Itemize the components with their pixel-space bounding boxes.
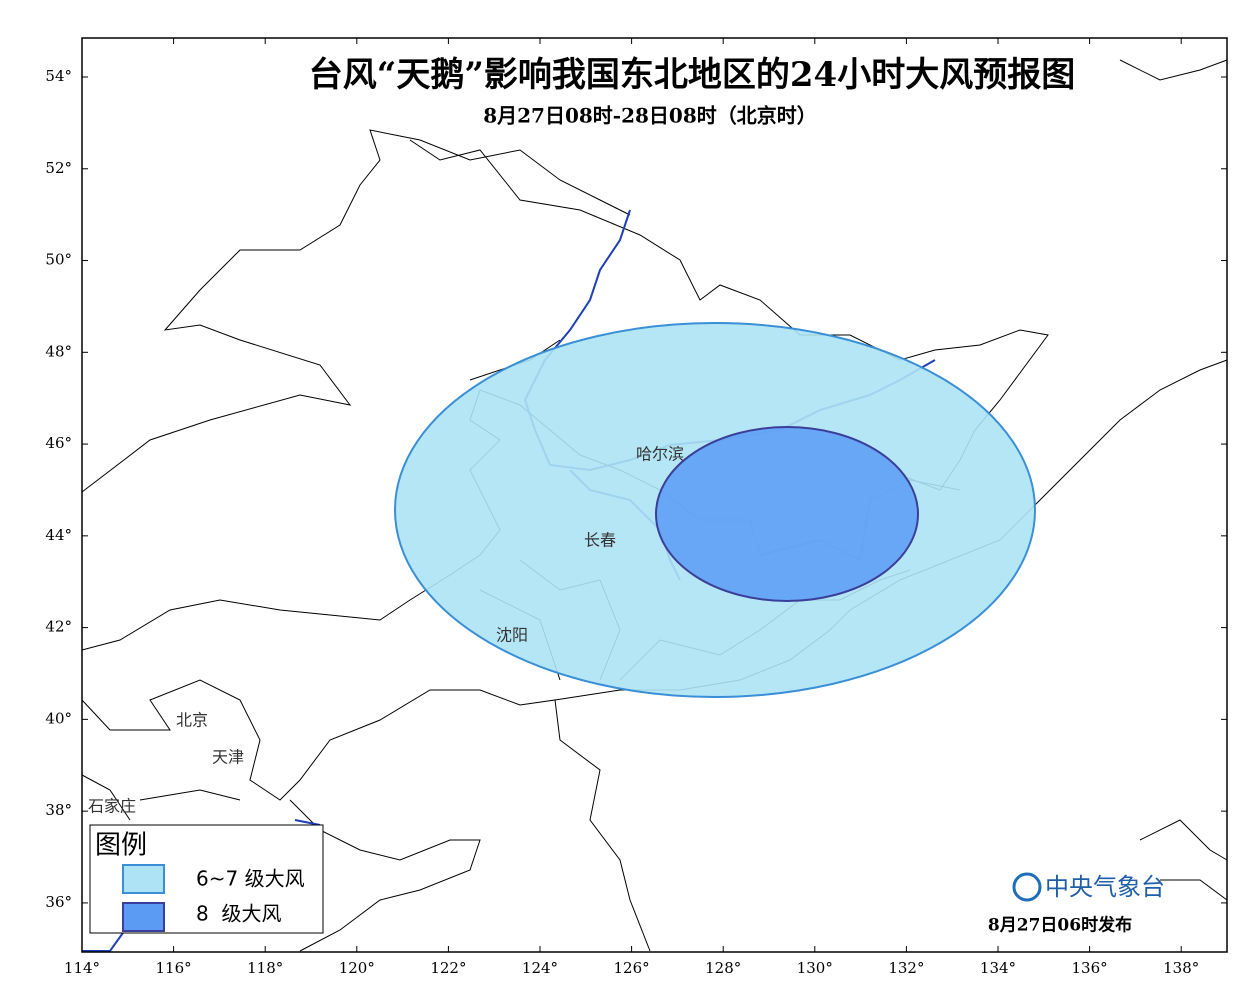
city-label: 北京: [176, 711, 208, 730]
zone-8: [655, 426, 919, 602]
legend-label: 8 级大风: [196, 902, 281, 926]
y-tick-label: 46°: [45, 434, 72, 452]
axis-ticks: 114° 116° 118° 120° 122° 124° 126° 128° 130° 132°…: [45, 38, 1227, 977]
x-tick-label: 126°: [614, 959, 650, 977]
city-label: 天津: [212, 748, 244, 767]
legend-swatch: [122, 902, 165, 932]
map-title: 台风“天鹅”影响我国东北地区的24小时大风预报图: [309, 55, 1075, 95]
legend: 图例 6~7 级大风 8 级大风: [89, 824, 324, 934]
x-tick-label: 114°: [64, 959, 100, 977]
x-tick-label: 128°: [705, 959, 741, 977]
x-tick-label: 138°: [1163, 959, 1199, 977]
x-tick-label: 120°: [339, 959, 375, 977]
city-label: 长春: [584, 531, 616, 550]
map-subtitle: 8月27日08时-28日08时（北京时）: [483, 104, 817, 128]
agency-logo: 中央气象台: [1012, 872, 1165, 902]
x-tick-label: 118°: [247, 959, 283, 977]
y-tick-label: 52°: [45, 159, 72, 177]
map-frame: [81, 37, 1228, 953]
issue-time: 8月27日06时发布: [988, 915, 1132, 936]
y-tick-label: 48°: [45, 342, 72, 360]
x-tick-label: 124°: [522, 959, 558, 977]
y-tick-label: 44°: [45, 526, 72, 544]
x-tick-label: 134°: [980, 959, 1016, 977]
legend-label: 6~7 级大风: [196, 867, 305, 891]
y-tick-label: 36°: [45, 893, 72, 911]
y-tick-label: 40°: [45, 709, 72, 727]
city-label: 石家庄: [88, 797, 136, 816]
legend-title: 图例: [95, 831, 147, 861]
logo-icon: [1012, 872, 1042, 902]
city-label: 哈尔滨: [636, 445, 684, 464]
x-tick-label: 136°: [1072, 959, 1108, 977]
x-tick-label: 116°: [156, 959, 192, 977]
city-label: 沈阳: [496, 626, 528, 645]
y-tick-label: 42°: [45, 618, 72, 636]
y-tick-label: 54°: [45, 67, 72, 85]
x-tick-label: 132°: [888, 959, 924, 977]
legend-swatch: [122, 864, 165, 894]
agency-name: 中央气象台: [1045, 873, 1165, 901]
wind-zones: [394, 322, 1036, 698]
y-tick-label: 38°: [45, 801, 72, 819]
x-tick-label: 130°: [797, 959, 833, 977]
y-tick-label: 50°: [45, 251, 72, 269]
x-tick-label: 122°: [430, 959, 466, 977]
